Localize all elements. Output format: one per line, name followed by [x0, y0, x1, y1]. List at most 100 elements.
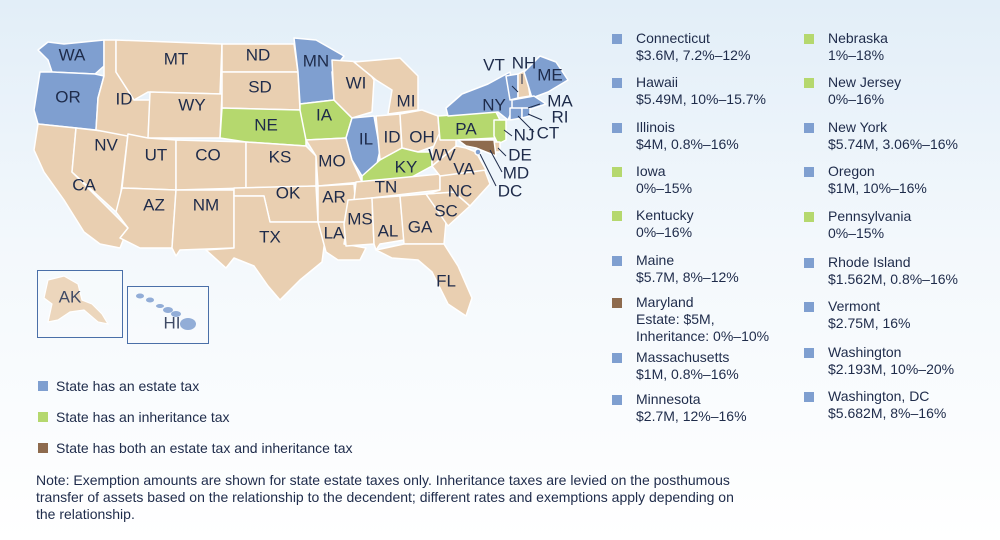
list-state-value: $2.7M, 12%–16%	[636, 408, 747, 424]
list-state-value: 0%–16%	[828, 91, 885, 107]
label-ny: NY	[482, 95, 506, 114]
label-nc: NC	[448, 181, 473, 200]
label-ok: OK	[276, 183, 301, 202]
label-in: ID	[384, 127, 401, 146]
list-state-value: $4M, 0.8%–16%	[636, 136, 739, 152]
list-state-name: Illinois	[636, 119, 675, 135]
label-nv: NV	[94, 135, 118, 154]
label-ga: GA	[408, 217, 433, 236]
label-id: ID	[116, 89, 133, 108]
legend-label-both: State has both an estate tax and inherit…	[56, 440, 353, 456]
list-state-value: $5.74M, 3.06%–16%	[828, 136, 958, 152]
list-state-name: Hawaii	[636, 74, 679, 90]
label-wv: WV	[428, 145, 456, 164]
list-swatch	[612, 256, 622, 266]
state-dc	[474, 148, 482, 156]
list-swatch	[612, 123, 622, 133]
list-swatch	[804, 302, 814, 312]
list-state-value: $5.682M, 8%–16%	[828, 405, 947, 421]
list-swatch	[804, 34, 814, 44]
list-state-value: $1M, 0.8%–16%	[636, 366, 739, 382]
label-ak: AK	[59, 287, 82, 306]
label-nm: NM	[193, 195, 219, 214]
list-state-name: Washington, DC	[828, 388, 930, 404]
list-swatch	[804, 258, 814, 268]
list-state-value: $2.75M, 16%	[828, 315, 911, 331]
list-state-name: Maryland	[636, 294, 694, 310]
list-state-value: 0%–16%	[636, 224, 693, 240]
label-mi: MI	[397, 91, 416, 110]
list-state-value: Estate: $5M,	[636, 311, 715, 327]
list-swatch	[804, 212, 814, 222]
label-il: IL	[359, 129, 373, 148]
list-state-value: $1.562M, 0.8%–16%	[828, 271, 958, 287]
list-state-name: Minnesota	[636, 391, 701, 407]
list-state-name: Massachusetts	[636, 349, 730, 365]
legend-both: State has both an estate tax and inherit…	[38, 440, 353, 456]
legend-label-estate: State has an estate tax	[56, 378, 200, 394]
label-tx: TX	[259, 227, 281, 246]
label-ky: KY	[395, 157, 418, 176]
label-mt: MT	[164, 49, 189, 68]
list-swatch	[804, 392, 814, 402]
list-swatch	[804, 167, 814, 177]
state-mi	[353, 57, 419, 115]
legend-swatch-inheritance	[38, 412, 48, 422]
list-state-name: Kentucky	[636, 207, 694, 223]
list-swatch	[612, 78, 622, 88]
label-va: VA	[453, 159, 475, 178]
state-ks	[245, 141, 317, 189]
state-md	[457, 139, 497, 157]
legend-swatch-estate	[38, 381, 48, 391]
list-state-name: Nebraska	[828, 30, 888, 46]
label-nd: ND	[246, 45, 271, 64]
footnote: Note: Exemption amounts are shown for st…	[36, 472, 734, 522]
state-tx	[205, 195, 327, 301]
list-state-value: $5.7M, 8%–12%	[636, 269, 739, 285]
list-swatch	[612, 211, 622, 221]
list-state-name: Connecticut	[636, 30, 710, 46]
state-ms	[343, 197, 375, 247]
state-ma	[511, 95, 547, 111]
label-me: ME	[537, 65, 563, 84]
state-nj	[493, 119, 507, 145]
label-ut: UT	[145, 145, 168, 164]
list-state-name: Vermont	[828, 298, 881, 314]
list-swatch	[804, 348, 814, 358]
alaska-inset-frame	[37, 270, 123, 338]
label-az: AZ	[143, 195, 165, 214]
list-state-name: Oregon	[828, 163, 875, 179]
label-pa: PA	[455, 119, 477, 138]
label-nj: NJ	[514, 125, 535, 144]
list-swatch	[612, 395, 622, 405]
legend-label-inheritance: State has an inheritance tax	[56, 409, 230, 425]
label-sd: SD	[248, 77, 272, 96]
label-md: MD	[503, 163, 529, 182]
list-state-name: New York	[828, 119, 888, 135]
state-ri	[521, 107, 531, 119]
label-dc: DC	[498, 181, 523, 200]
label-mn: MN	[303, 51, 329, 70]
list-state-value: 1%–18%	[828, 47, 885, 63]
label-ri: RI	[552, 107, 569, 126]
label-wi: WI	[346, 73, 367, 92]
list-state-value: 0%–15%	[828, 225, 885, 241]
list-swatch	[612, 34, 622, 44]
legend-swatch-both	[38, 443, 48, 453]
list-state-name: Maine	[636, 252, 675, 268]
label-de: DE	[508, 145, 532, 164]
legend-estate: State has an estate tax	[38, 378, 199, 394]
state-ak	[43, 275, 110, 325]
list-state-value: $2.193M, 10%–20%	[828, 361, 955, 377]
label-la: LA	[324, 223, 345, 242]
label-mo: MO	[318, 151, 345, 170]
label-sc: SC	[434, 201, 458, 220]
label-ar: AR	[322, 187, 346, 206]
label-ia: IA	[316, 105, 333, 124]
label-ne: NE	[254, 115, 278, 134]
label-ca: CA	[72, 175, 96, 194]
list-state-value: $3.6M, 7.2%–12%	[636, 47, 751, 63]
list-state-name: Iowa	[636, 163, 666, 179]
label-tn: TN	[375, 177, 398, 196]
list-state-value: 0%–15%	[636, 180, 693, 196]
